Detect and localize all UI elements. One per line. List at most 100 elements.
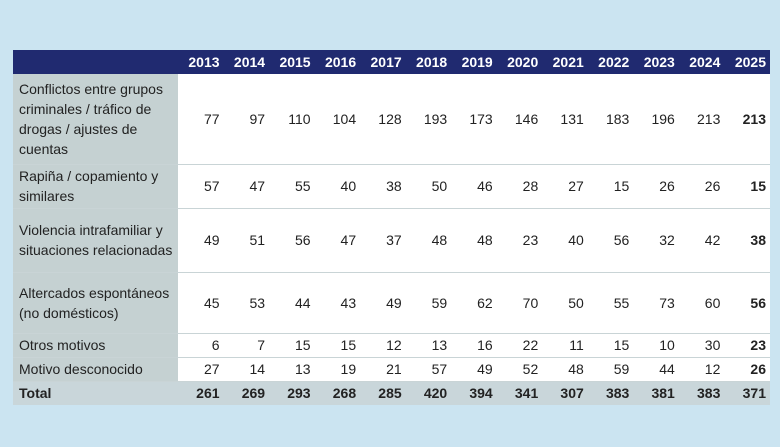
cell-value: 56 — [724, 272, 770, 334]
cell-value: 23 — [496, 208, 543, 273]
cell-value: 48 — [542, 357, 588, 382]
cell-value: 110 — [269, 74, 315, 165]
cell-value: 47 — [314, 208, 361, 273]
data-row: Conflictos entre grupos criminales / trá… — [13, 74, 770, 165]
cell-value: 32 — [633, 208, 679, 273]
cell-value: 16 — [451, 333, 497, 358]
cell-value: 42 — [678, 208, 725, 273]
row-label: Altercados espontáneos (no domésticos) — [13, 272, 178, 334]
year-header: 2016 — [314, 50, 361, 74]
header-row: 2013 2014 2015 2016 2017 2018 2019 2020 2021 2022… — [13, 50, 770, 74]
cell-value: 19 — [314, 357, 361, 382]
cell-value: 13 — [405, 333, 452, 358]
cell-value: 44 — [633, 357, 679, 382]
cell-value: 394 — [451, 381, 497, 405]
cell-value: 12 — [678, 357, 725, 382]
data-row: Rapiña / copamiento y similares 57 47 55 40 3… — [13, 164, 770, 209]
row-label: Total — [13, 381, 178, 405]
cell-value: 55 — [587, 272, 634, 334]
year-header: 2023 — [633, 50, 679, 74]
data-row: Altercados espontáneos (no domésticos) 45… — [13, 272, 770, 334]
cell-value: 51 — [223, 208, 270, 273]
cell-value: 53 — [223, 272, 270, 334]
year-header: 2014 — [223, 50, 270, 74]
cell-value: 420 — [405, 381, 452, 405]
cell-value: 381 — [633, 381, 679, 405]
cell-value: 48 — [451, 208, 497, 273]
cell-value: 40 — [542, 208, 588, 273]
cell-value: 193 — [405, 74, 452, 165]
cell-value: 97 — [223, 74, 270, 165]
cell-value: 50 — [542, 272, 588, 334]
cell-value: 128 — [360, 74, 406, 165]
data-row: Violencia intrafamiliar y situaciones re… — [13, 208, 770, 273]
cell-value: 23 — [724, 333, 770, 358]
data-row: Otros motivos 6 7 15 15 12 13 16 22 11 15 10 30 23 — [13, 333, 770, 358]
cell-value: 196 — [633, 74, 679, 165]
cell-value: 7 — [223, 333, 270, 358]
cell-value: 56 — [269, 208, 315, 273]
cell-value: 46 — [451, 164, 497, 209]
cell-value: 15 — [314, 333, 361, 358]
cell-value: 26 — [633, 164, 679, 209]
year-header: 2013 — [178, 50, 224, 74]
cell-value: 26 — [678, 164, 725, 209]
cell-value: 62 — [451, 272, 497, 334]
cell-value: 48 — [405, 208, 452, 273]
cell-value: 44 — [269, 272, 315, 334]
cell-value: 52 — [496, 357, 543, 382]
cell-value: 213 — [724, 74, 770, 165]
cell-value: 15 — [587, 333, 634, 358]
table-body: Conflictos entre grupos criminales / trá… — [13, 74, 770, 405]
cell-value: 43 — [314, 272, 361, 334]
cell-value: 40 — [314, 164, 361, 209]
total-row: Total 261 269 293 268 285 420 394 341 307 383 381 38… — [13, 381, 770, 405]
year-header: 2019 — [451, 50, 497, 74]
table: 2013 2014 2015 2016 2017 2018 2019 2020 2021 2022… — [13, 50, 770, 405]
cell-value: 15 — [724, 164, 770, 209]
year-header: 2015 — [269, 50, 315, 74]
year-header: 2025 — [724, 50, 770, 74]
year-header: 2018 — [405, 50, 452, 74]
cell-value: 70 — [496, 272, 543, 334]
cell-value: 383 — [678, 381, 725, 405]
cell-value: 27 — [542, 164, 588, 209]
cell-value: 213 — [678, 74, 725, 165]
year-header: 2021 — [542, 50, 588, 74]
cell-value: 77 — [178, 74, 224, 165]
cell-value: 173 — [451, 74, 497, 165]
cell-value: 50 — [405, 164, 452, 209]
cell-value: 11 — [542, 333, 588, 358]
cell-value: 59 — [587, 357, 634, 382]
cell-value: 261 — [178, 381, 224, 405]
data-row: Motivo desconocido 27 14 13 19 21 57 49 52 48 59 44… — [13, 357, 770, 382]
cell-value: 285 — [360, 381, 406, 405]
cell-value: 49 — [360, 272, 406, 334]
cell-value: 341 — [496, 381, 543, 405]
cell-value: 268 — [314, 381, 361, 405]
row-label: Violencia intrafamiliar y situaciones re… — [13, 208, 178, 273]
cell-value: 45 — [178, 272, 224, 334]
cell-value: 293 — [269, 381, 315, 405]
cell-value: 49 — [178, 208, 224, 273]
cell-value: 59 — [405, 272, 452, 334]
cell-value: 49 — [451, 357, 497, 382]
cell-value: 131 — [542, 74, 588, 165]
cell-value: 55 — [269, 164, 315, 209]
cell-value: 47 — [223, 164, 270, 209]
row-label: Conflictos entre grupos criminales / trá… — [13, 74, 178, 165]
year-header: 2022 — [587, 50, 634, 74]
cell-value: 37 — [360, 208, 406, 273]
cell-value: 371 — [724, 381, 770, 405]
cell-value: 146 — [496, 74, 543, 165]
cell-value: 30 — [678, 333, 725, 358]
row-label: Motivo desconocido — [13, 357, 178, 382]
cell-value: 73 — [633, 272, 679, 334]
row-label: Rapiña / copamiento y similares — [13, 164, 178, 209]
cell-value: 269 — [223, 381, 270, 405]
cell-value: 57 — [178, 164, 224, 209]
cell-value: 27 — [178, 357, 224, 382]
cell-value: 21 — [360, 357, 406, 382]
cell-value: 60 — [678, 272, 725, 334]
cell-value: 6 — [178, 333, 224, 358]
